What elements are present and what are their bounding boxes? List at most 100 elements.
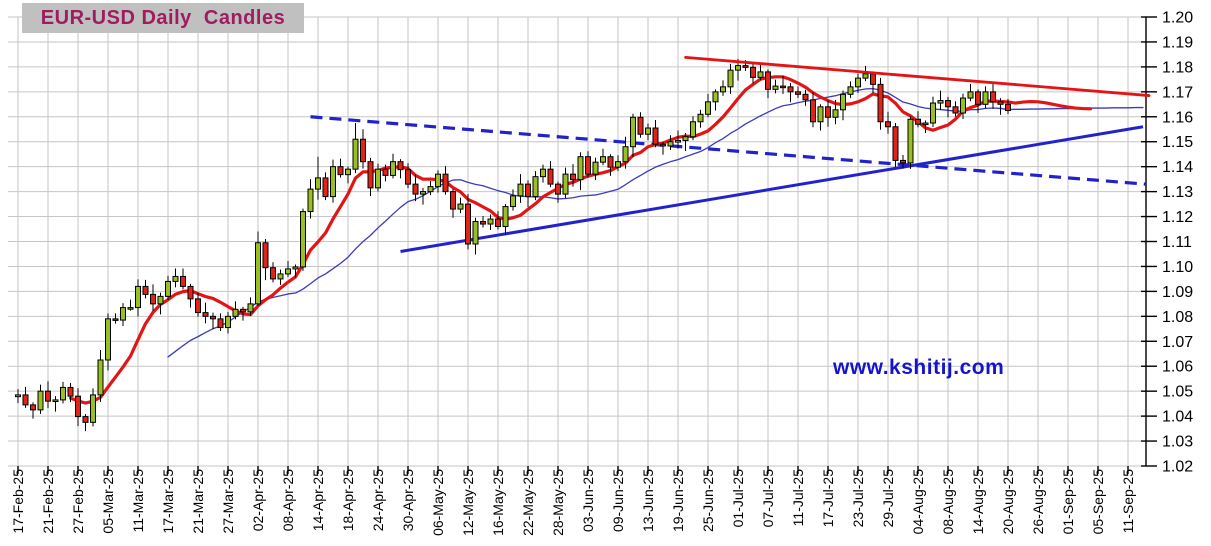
y-tick-label: 1.02 <box>1162 459 1193 476</box>
candle <box>937 90 944 111</box>
candle <box>157 292 164 315</box>
x-tick-label: 25-Jun-25 <box>700 469 716 532</box>
blue-trendlines-layer <box>310 115 1146 253</box>
x-tick-label: 09-Jun-25 <box>610 469 626 532</box>
x-tick-label: 11-Sep-25 <box>1120 469 1136 534</box>
y-tick-label: 1.14 <box>1162 159 1193 176</box>
x-tick-label: 18-Apr-25 <box>340 469 356 531</box>
x-tick-label: 30-Apr-25 <box>400 469 416 531</box>
candle <box>997 98 1004 115</box>
candle <box>30 402 36 419</box>
y-tick-label: 1.16 <box>1162 109 1193 126</box>
candle <box>382 164 389 182</box>
candle <box>982 86 989 109</box>
x-tick-label: 24-Apr-25 <box>370 469 386 531</box>
candle <box>337 158 344 178</box>
candle <box>712 89 719 111</box>
candle <box>450 189 456 218</box>
candle <box>247 297 254 316</box>
x-tick-label: 17-Jul-25 <box>820 469 836 528</box>
y-tick-label: 1.10 <box>1162 259 1193 276</box>
candle <box>195 292 201 317</box>
candle <box>952 101 959 117</box>
candle <box>67 382 74 403</box>
candle <box>397 159 404 179</box>
x-tick-label: 01-Sep-25 <box>1060 469 1076 535</box>
candle <box>255 231 261 306</box>
candle <box>172 268 179 288</box>
y-tick-label: 1.09 <box>1162 284 1193 301</box>
candle <box>660 141 666 155</box>
x-tick-label: 07-Jul-25 <box>760 469 776 528</box>
candle <box>922 120 929 133</box>
x-tick-label: 16-May-25 <box>490 469 506 536</box>
slow-ma-line <box>167 87 1144 358</box>
candle <box>105 313 111 371</box>
dashed-resistance-trendline <box>310 115 1146 186</box>
candle <box>615 155 621 172</box>
candle <box>930 96 936 128</box>
candle <box>495 211 501 230</box>
candle <box>112 313 119 324</box>
x-tick-label: 11-Jul-25 <box>790 469 806 527</box>
candle <box>637 112 644 138</box>
candle <box>592 157 599 181</box>
candle <box>1005 98 1011 115</box>
candle <box>472 217 479 255</box>
candle <box>855 73 861 93</box>
candle <box>82 414 89 432</box>
candle <box>390 153 396 179</box>
x-tick-label: 02-Apr-25 <box>250 469 266 531</box>
candle <box>787 83 794 103</box>
candle <box>22 386 29 408</box>
x-tick-label: 17-Mar-25 <box>160 469 176 534</box>
candle <box>945 96 951 118</box>
moving-averages-layer <box>68 75 1144 405</box>
candle <box>60 381 66 404</box>
candle <box>165 275 171 300</box>
x-tick-label: 17-Feb-25 <box>10 469 26 534</box>
x-tick-label: 29-Jul-25 <box>880 469 896 528</box>
candle <box>802 89 809 106</box>
candle <box>442 166 449 195</box>
candle <box>240 306 246 321</box>
candle <box>142 279 149 299</box>
x-tick-label: 08-Aug-25 <box>940 469 956 535</box>
y-axis: 1.20 1.19 1.18 1.17 1.16 1.15 1.14 1.13 1.12 1.11… <box>1141 10 1193 476</box>
candle <box>517 174 524 203</box>
x-tick-label: 26-Aug-25 <box>1030 469 1046 535</box>
candle <box>960 93 966 120</box>
candle <box>915 111 921 128</box>
candle <box>405 163 411 189</box>
candle <box>292 264 299 278</box>
candle <box>562 167 569 199</box>
candle <box>825 100 831 127</box>
candle <box>90 388 96 427</box>
candle <box>360 129 366 169</box>
candle <box>720 80 726 96</box>
x-tick-label: 03-Jun-25 <box>580 469 596 532</box>
candle <box>345 166 351 184</box>
candle <box>420 187 426 205</box>
candle <box>870 71 876 94</box>
candle <box>232 301 239 320</box>
x-tick-label: 22-May-25 <box>520 469 536 536</box>
support-trendline <box>400 125 1144 253</box>
candle <box>877 77 884 130</box>
candle <box>45 381 51 409</box>
candle <box>502 204 509 236</box>
candle <box>285 260 291 277</box>
x-tick-label: 20-Aug-25 <box>1000 469 1016 535</box>
x-tick-label: 13-Jun-25 <box>640 469 656 532</box>
candle <box>967 83 974 102</box>
candle <box>262 239 269 281</box>
x-axis: 17-Feb-25 21-Feb-25 27-Feb-25 05-Mar-25 11-M… <box>10 466 1136 536</box>
x-tick-label: 12-May-25 <box>460 469 476 536</box>
x-tick-label: 19-Jun-25 <box>670 469 686 532</box>
candle <box>352 123 359 174</box>
fast-ma-line <box>68 75 1093 405</box>
x-tick-label: 11-Mar-25 <box>130 469 146 533</box>
candle <box>457 197 464 214</box>
x-tick-label: 01-Jul-25 <box>730 469 746 528</box>
